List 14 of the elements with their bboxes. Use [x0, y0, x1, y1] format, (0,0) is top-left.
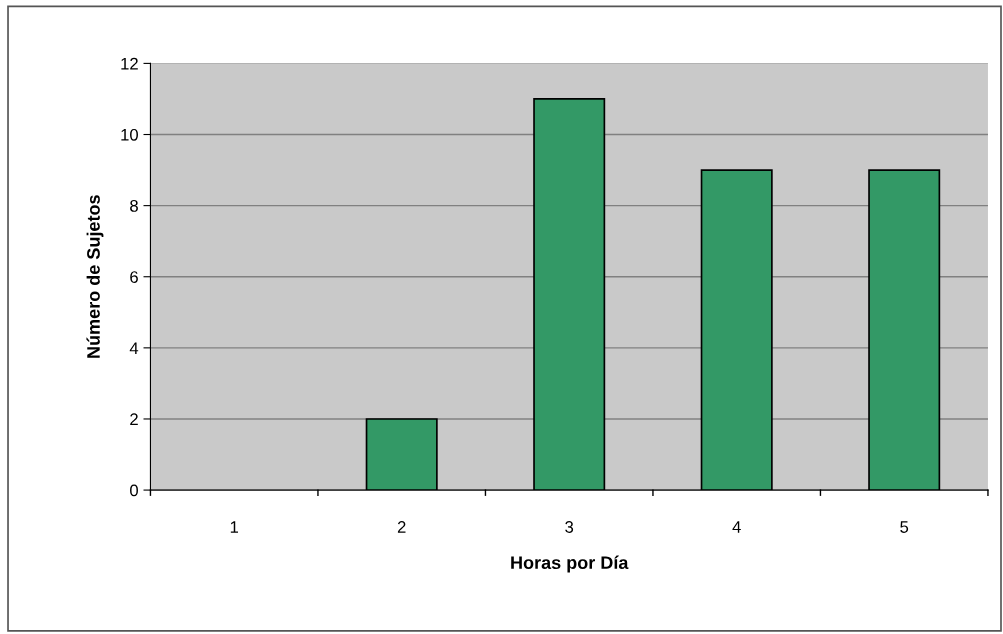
y-tick-label: 12: [121, 57, 138, 70]
x-tick-label: 3: [565, 521, 574, 533]
x-tick-label: 2: [397, 521, 406, 533]
y-tick-label: 4: [129, 342, 139, 354]
y-tick-label: 10: [121, 128, 138, 141]
y-tick-label: 2: [130, 413, 138, 426]
y-tick-label: 8: [130, 200, 138, 212]
x-tick-label: 4: [732, 521, 741, 533]
x-tick-label: 5: [900, 521, 909, 533]
y-tick-label: 6: [130, 271, 138, 283]
y-tick-label: 0: [130, 484, 138, 497]
y-axis-title: Número de Sujetos: [86, 195, 104, 358]
x-axis-title: Horas por Día: [511, 555, 629, 573]
x-tick-label: 1: [230, 521, 239, 533]
